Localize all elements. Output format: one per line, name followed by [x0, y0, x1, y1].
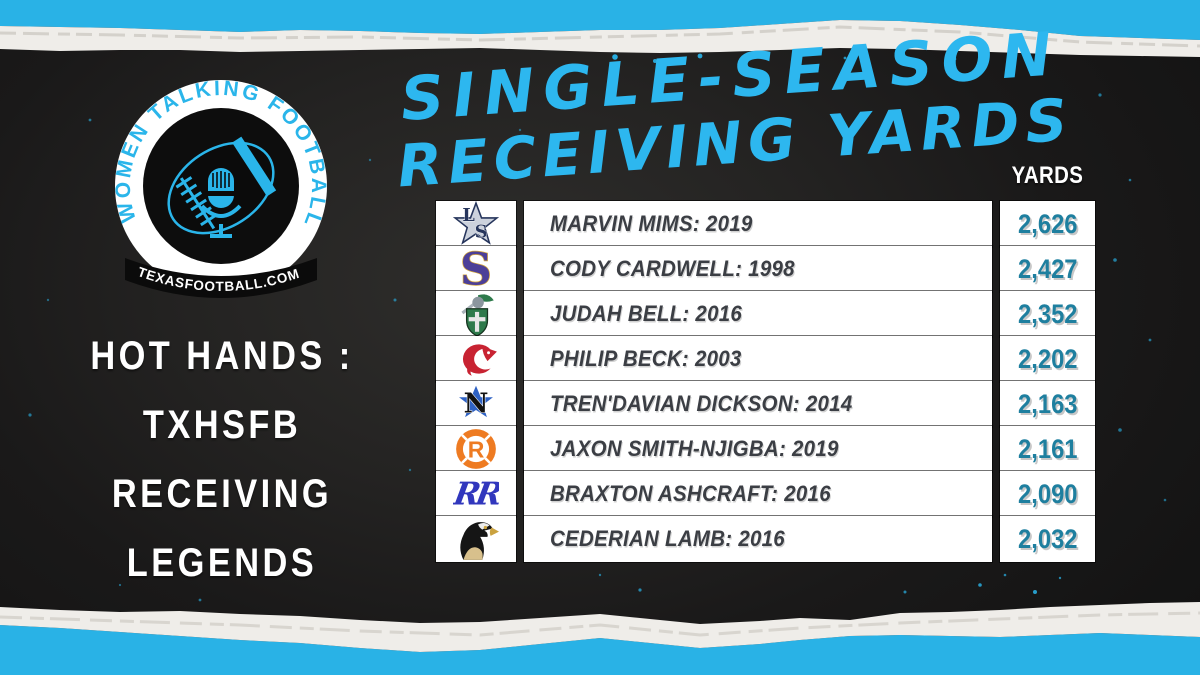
team-logo-cell: R	[436, 426, 516, 472]
yards-cell: 2,161	[1000, 426, 1095, 472]
cyan-band-bottom	[0, 625, 1200, 675]
yards-value: 2,163	[1017, 388, 1078, 419]
player-name: BRAXTON ASHCRAFT: 2016	[550, 481, 831, 506]
team-logo-cell: S	[436, 246, 516, 292]
heading-line-2: TXHSFB	[142, 403, 302, 447]
yards-value: 2,427	[1017, 253, 1078, 284]
yards-cell: 2,090	[1000, 471, 1095, 517]
leaderboard-table: L S MARVIN MIMS: 2019 2,626 S CODY CARDW…	[436, 201, 1095, 562]
heading-line-4: LEGENDS	[126, 541, 318, 585]
player-cell: CODY CARDWELL: 1998	[524, 246, 992, 292]
yards-cell: 2,626	[1000, 201, 1095, 247]
blue-star-n-icon: N	[455, 382, 497, 421]
table-row: RR BRAXTON ASHCRAFT: 2016 2,090	[436, 471, 1095, 517]
player-name: CEDERIAN LAMB: 2016	[550, 526, 785, 551]
logo-ribbon	[125, 258, 317, 298]
svg-text:RR: RR	[453, 476, 499, 513]
heading-line-3: RECEIVING	[111, 472, 333, 516]
player-cell: JAXON SMITH-NJIGBA: 2019	[524, 426, 992, 472]
team-logo-cell	[436, 336, 516, 382]
torn-white-strip-bottom	[0, 602, 1200, 652]
women-talking-football-logo: WOMEN TALKING FOOTBALL	[112, 77, 328, 298]
player-name: MARVIN MIMS: 2019	[550, 211, 753, 236]
team-logo-cell: L S	[436, 201, 516, 247]
yards-value: 2,352	[1017, 298, 1078, 329]
yards-value: 2,161	[1017, 433, 1078, 464]
team-logo-cell: RR	[436, 471, 516, 517]
table-row: PHILIP BECK: 2003 2,202	[436, 336, 1095, 382]
player-name: CODY CARDWELL: 1998	[550, 256, 795, 281]
torn-paper-top-edge	[0, 0, 1200, 57]
team-logo-cell	[436, 516, 516, 562]
team-logo-cell	[436, 291, 516, 337]
table-row: N TREN'DAVIAN DICKSON: 2014 2,163	[436, 381, 1095, 427]
microphone-icon	[200, 168, 242, 238]
player-name: TREN'DAVIAN DICKSON: 2014	[550, 391, 853, 416]
svg-text:L: L	[462, 205, 475, 226]
table-row: R JAXON SMITH-NJIGBA: 2019 2,161	[436, 426, 1095, 472]
table-row: L S MARVIN MIMS: 2019 2,626	[436, 201, 1095, 247]
purple-gold-s-icon: S	[459, 246, 492, 292]
player-cell: BRAXTON ASHCRAFT: 2016	[524, 471, 992, 517]
left-heading: HOT HANDS : TXHSFB RECEIVING LEGENDS	[46, 322, 398, 598]
yards-cell: 2,427	[1000, 246, 1095, 292]
yards-cell: 2,202	[1000, 336, 1095, 382]
lone-star-ls-icon: L S	[453, 201, 499, 245]
table-row: S CODY CARDWELL: 1998 2,427	[436, 246, 1095, 292]
blue-script-rr-icon: RR	[453, 476, 499, 513]
player-cell: MARVIN MIMS: 2019	[524, 201, 992, 247]
red-cougar-icon	[462, 344, 497, 376]
paper-fiber-texture	[0, 611, 1200, 637]
yards-value: 2,090	[1017, 478, 1078, 509]
player-cell: JUDAH BELL: 2016	[524, 291, 992, 337]
paper-fiber-texture	[0, 25, 1200, 48]
player-name: JUDAH BELL: 2016	[550, 301, 743, 326]
orange-ring-r-icon: R	[456, 429, 496, 469]
player-cell: PHILIP BECK: 2003	[524, 336, 992, 382]
player-cell: TREN'DAVIAN DICKSON: 2014	[524, 381, 992, 427]
heading-line-1: HOT HANDS :	[90, 334, 354, 378]
player-name: JAXON SMITH-NJIGBA: 2019	[550, 436, 839, 461]
player-cell: CEDERIAN LAMB: 2016	[524, 516, 992, 562]
yards-cell: 2,163	[1000, 381, 1095, 427]
svg-text:R: R	[468, 436, 485, 462]
player-name: PHILIP BECK: 2003	[550, 346, 742, 371]
falcon-head-icon	[460, 522, 499, 560]
yards-value: 2,202	[1017, 343, 1078, 374]
team-logo-cell: N	[436, 381, 516, 427]
yards-cell: 2,352	[1000, 291, 1095, 337]
svg-text:S: S	[460, 246, 492, 292]
svg-text:N: N	[464, 387, 489, 419]
torn-paper-bottom-edge	[0, 602, 1200, 675]
yards-column-header: YARDS	[1011, 162, 1084, 189]
table-row: JUDAH BELL: 2016 2,352	[436, 291, 1095, 337]
svg-text:S: S	[475, 222, 488, 243]
table-row: CEDERIAN LAMB: 2016 2,032	[436, 516, 1095, 562]
yards-value: 2,032	[1017, 523, 1078, 554]
green-knight-shield-icon	[461, 293, 494, 337]
yards-cell: 2,032	[1000, 516, 1095, 562]
yards-value: 2,626	[1017, 208, 1078, 239]
